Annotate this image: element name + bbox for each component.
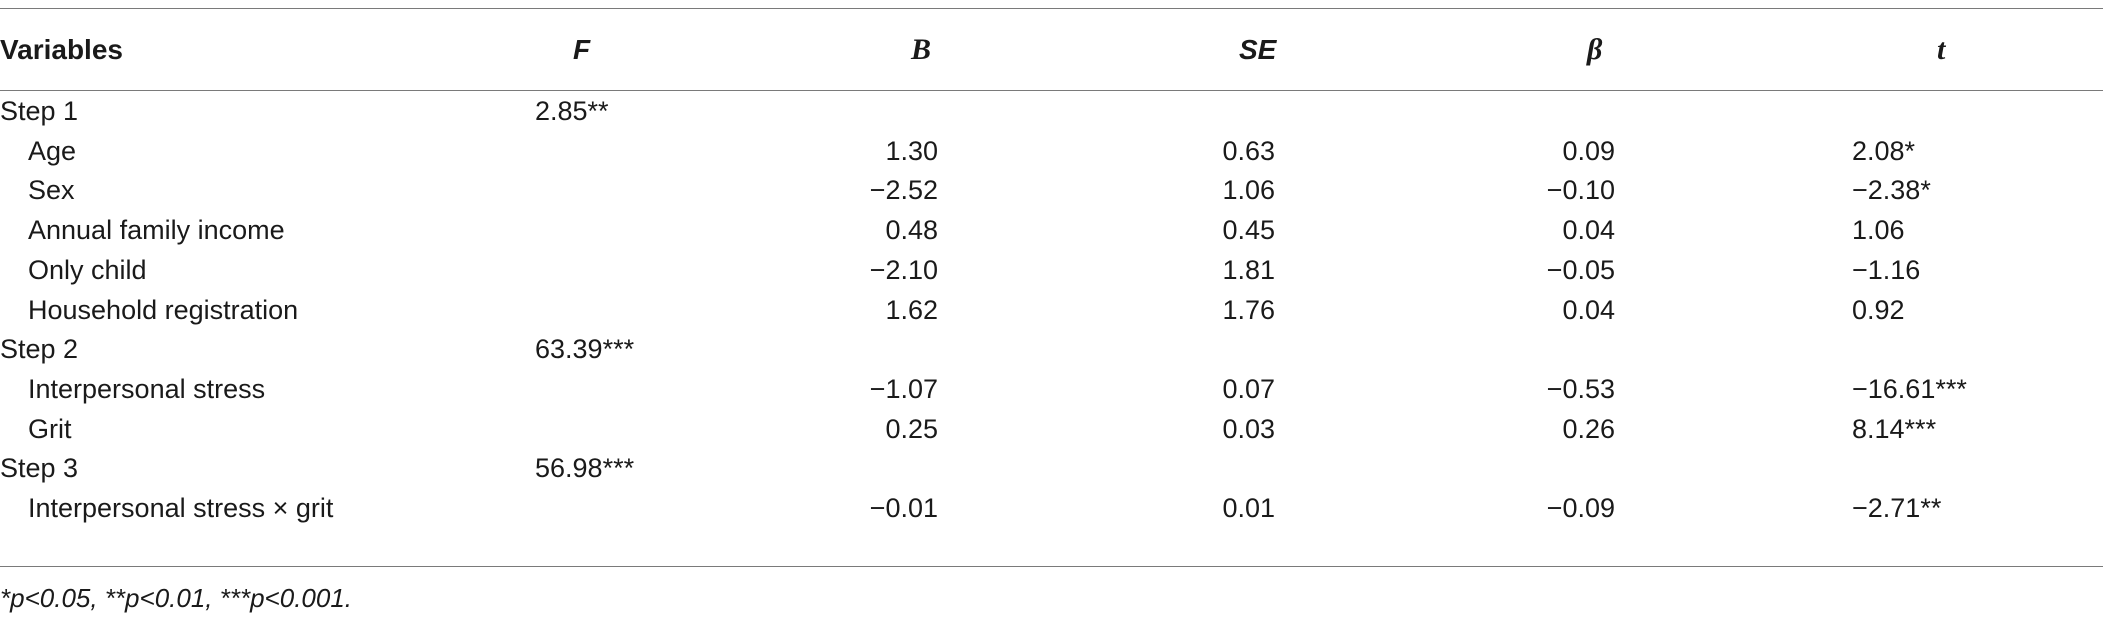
header-b: B <box>911 33 932 66</box>
se-cell: 0.07 <box>1222 373 1275 404</box>
f-cell: 63.39*** <box>535 334 635 365</box>
beta-cell: 0.04 <box>1562 294 1615 325</box>
se-cell: 0.45 <box>1222 215 1275 246</box>
se-cell: 0.63 <box>1222 135 1275 166</box>
row-label: Only child <box>28 254 147 285</box>
row-label: Household registration <box>28 294 299 325</box>
b-cell: 0.48 <box>885 215 938 246</box>
row-label: Age <box>28 135 77 166</box>
t-cell: 8.14*** <box>1852 413 1937 444</box>
t-cell: 0.92 <box>1852 294 1905 325</box>
t-cell: −2.71** <box>1852 493 1942 523</box>
row-label: Grit <box>28 413 72 444</box>
header-beta: β <box>1587 33 1603 66</box>
row-label: Sex <box>28 175 75 206</box>
f-cell: 56.98*** <box>535 453 635 484</box>
row-label: Interpersonal stress <box>28 373 266 404</box>
se-cell: 1.76 <box>1222 294 1275 325</box>
se-cell: 0.01 <box>1222 493 1275 523</box>
t-cell: −1.16 <box>1852 254 1921 285</box>
b-cell: −0.01 <box>869 493 938 523</box>
table-footnote: *p<0.05, **p<0.01, ***p<0.001. <box>0 583 353 613</box>
header-t: t <box>1937 33 1946 66</box>
header-bottom-rule <box>0 90 2103 91</box>
b-cell: −2.10 <box>869 254 938 285</box>
row-label: Step 2 <box>0 334 79 365</box>
header-se: SE <box>1239 34 1277 65</box>
beta-cell: 0.26 <box>1562 413 1615 444</box>
t-cell: 1.06 <box>1852 215 1905 246</box>
b-cell: −1.07 <box>869 373 938 404</box>
header-variables: Variables <box>0 34 123 65</box>
t-cell: 2.08* <box>1852 135 1916 166</box>
row-label: Interpersonal stress × grit <box>28 493 334 523</box>
se-cell: 0.03 <box>1222 413 1275 444</box>
beta-cell: −0.09 <box>1546 493 1615 523</box>
row-label: Step 1 <box>0 96 79 126</box>
beta-cell: −0.53 <box>1546 373 1615 404</box>
se-cell: 1.06 <box>1222 175 1275 206</box>
se-cell: 1.81 <box>1222 254 1275 285</box>
beta-cell: 0.04 <box>1562 215 1615 246</box>
b-cell: 1.62 <box>885 294 938 325</box>
b-cell: 0.25 <box>885 413 938 444</box>
b-cell: 1.30 <box>885 135 938 166</box>
b-cell: −2.52 <box>869 175 938 206</box>
f-cell: 2.85** <box>535 96 609 126</box>
row-label: Step 3 <box>0 453 79 484</box>
t-cell: −2.38* <box>1852 175 1931 206</box>
t-cell: −16.61*** <box>1852 373 1967 404</box>
beta-cell: 0.09 <box>1562 135 1615 166</box>
beta-cell: −0.10 <box>1546 175 1615 206</box>
beta-cell: −0.05 <box>1546 254 1615 285</box>
table-top-rule <box>0 8 2103 9</box>
row-label: Annual family income <box>28 215 285 246</box>
header-f: F <box>573 34 591 65</box>
table-bottom-rule <box>0 566 2103 567</box>
